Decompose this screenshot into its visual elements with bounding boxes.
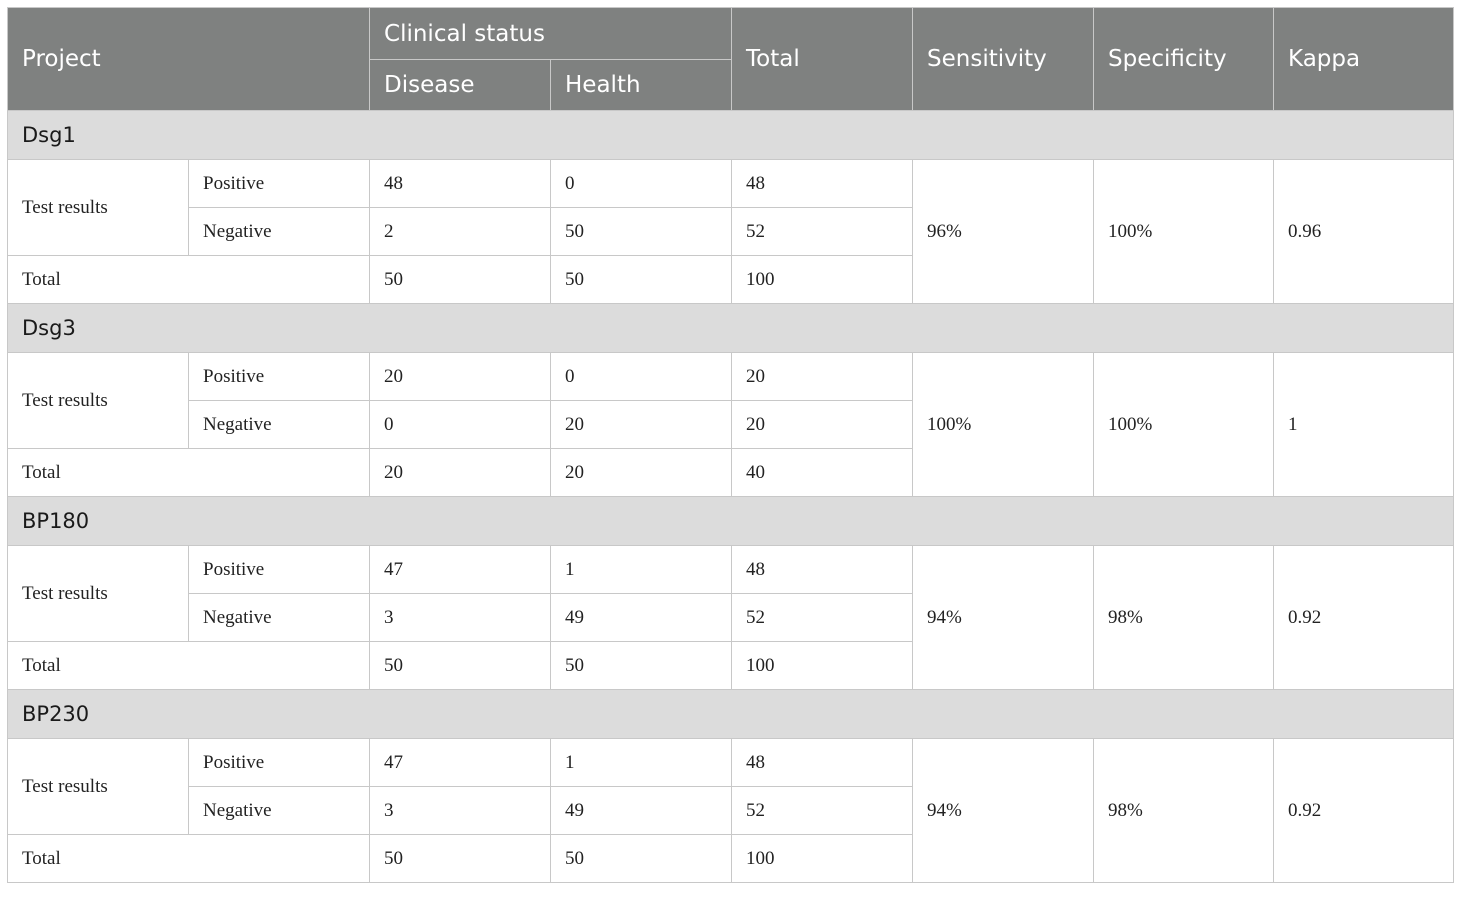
kappa-value: 0.92	[1273, 545, 1455, 690]
negative-label: Negative	[187, 786, 371, 835]
total-label: Total	[6, 641, 371, 690]
header-clinical-status: Clinical status	[369, 7, 733, 60]
specificity-value: 98%	[1093, 738, 1275, 883]
negative-label: Negative	[187, 400, 371, 449]
total-label: Total	[6, 255, 371, 304]
positive-disease: 47	[369, 738, 552, 787]
positive-health: 1	[550, 545, 733, 594]
test-results-label: Test results	[7, 352, 189, 449]
sensitivity-value: 100%	[912, 352, 1095, 497]
negative-health: 49	[550, 593, 733, 642]
sensitivity-value: 96%	[912, 159, 1095, 304]
kappa-value: 1	[1273, 352, 1455, 497]
total-disease: 20	[369, 448, 552, 497]
negative-health: 50	[550, 207, 733, 256]
positive-label: Positive	[187, 352, 371, 401]
positive-disease: 20	[369, 352, 552, 401]
positive-label: Positive	[187, 159, 371, 208]
negative-disease: 3	[369, 786, 552, 835]
specificity-value: 100%	[1093, 159, 1275, 304]
kappa-value: 0.92	[1273, 738, 1455, 883]
total-label: Total	[6, 448, 371, 497]
positive-disease: 48	[369, 159, 552, 208]
test-results-label: Test results	[7, 159, 189, 256]
positive-total: 48	[731, 159, 914, 208]
specificity-value: 98%	[1093, 545, 1275, 690]
total-total: 100	[731, 255, 914, 304]
total-total: 100	[731, 834, 914, 883]
negative-total: 52	[731, 207, 914, 256]
header-project: Project	[6, 7, 371, 111]
group-bp230: BP230 Test results Positive 47 1 48 94% …	[6, 689, 1455, 883]
positive-label: Positive	[187, 545, 371, 594]
sensitivity-value: 94%	[912, 738, 1095, 883]
header-total: Total	[731, 7, 914, 111]
group-title: Dsg1	[6, 110, 1455, 160]
total-disease: 50	[369, 641, 552, 690]
group-dsg1: Dsg1 Test results Positive 48 0 48 96% 1…	[6, 110, 1455, 304]
positive-disease: 47	[369, 545, 552, 594]
total-disease: 50	[369, 255, 552, 304]
negative-disease: 2	[369, 207, 552, 256]
test-results-label: Test results	[7, 738, 189, 835]
header-disease: Disease	[369, 59, 552, 111]
header-specificity: Specificity	[1093, 7, 1275, 111]
header-sensitivity: Sensitivity	[912, 7, 1095, 111]
total-total: 40	[731, 448, 914, 497]
positive-health: 0	[550, 159, 733, 208]
results-table: Project Clinical status Total Sensitivit…	[6, 7, 1455, 883]
total-health: 20	[550, 448, 733, 497]
group-title: BP180	[6, 496, 1455, 546]
total-health: 50	[550, 834, 733, 883]
group-title: BP230	[6, 689, 1455, 739]
negative-health: 20	[550, 400, 733, 449]
positive-health: 1	[550, 738, 733, 787]
test-results-label: Test results	[7, 545, 189, 642]
total-total: 100	[731, 641, 914, 690]
sensitivity-value: 94%	[912, 545, 1095, 690]
negative-label: Negative	[187, 593, 371, 642]
negative-disease: 0	[369, 400, 552, 449]
positive-label: Positive	[187, 738, 371, 787]
kappa-value: 0.96	[1273, 159, 1455, 304]
negative-disease: 3	[369, 593, 552, 642]
negative-health: 49	[550, 786, 733, 835]
negative-total: 20	[731, 400, 914, 449]
group-dsg3: Dsg3 Test results Positive 20 0 20 100% …	[6, 303, 1455, 497]
total-label: Total	[6, 834, 371, 883]
negative-label: Negative	[187, 207, 371, 256]
positive-health: 0	[550, 352, 733, 401]
total-health: 50	[550, 641, 733, 690]
negative-total: 52	[731, 593, 914, 642]
group-title: Dsg3	[6, 303, 1455, 353]
header-kappa: Kappa	[1273, 7, 1455, 111]
group-bp180: BP180 Test results Positive 47 1 48 94% …	[6, 496, 1455, 690]
negative-total: 52	[731, 786, 914, 835]
positive-total: 48	[731, 545, 914, 594]
header-health: Health	[550, 59, 733, 111]
total-health: 50	[550, 255, 733, 304]
positive-total: 48	[731, 738, 914, 787]
total-disease: 50	[369, 834, 552, 883]
specificity-value: 100%	[1093, 352, 1275, 497]
positive-total: 20	[731, 352, 914, 401]
